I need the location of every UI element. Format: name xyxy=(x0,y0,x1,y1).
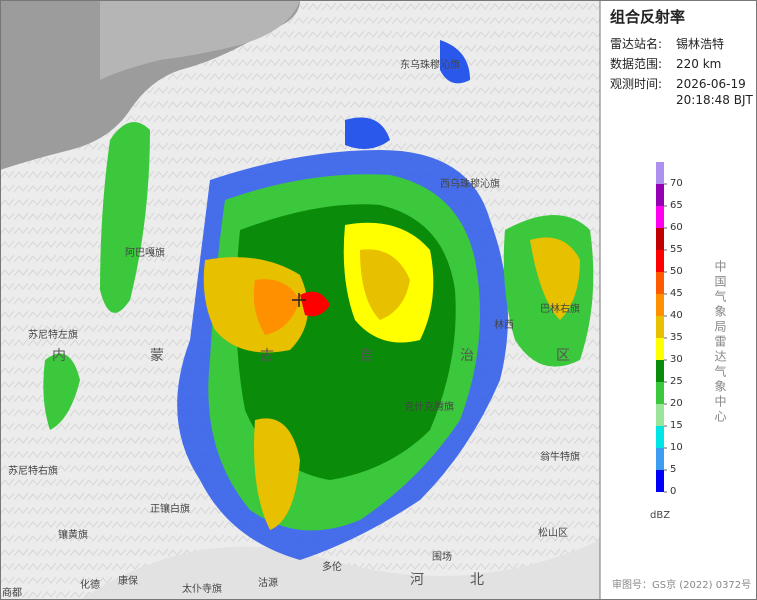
map-label: 沽源 xyxy=(258,576,278,589)
legend-swatch xyxy=(656,426,664,448)
legend-tick-label: 40 xyxy=(670,310,683,321)
map-label: 蒙 xyxy=(150,348,164,364)
hebei-area xyxy=(80,540,600,600)
legend-tick-label: 35 xyxy=(670,332,683,343)
legend-unit: dBZ xyxy=(650,510,670,521)
legend-swatch xyxy=(656,206,664,228)
map-label: 多伦 xyxy=(322,560,342,573)
map-label: 松山区 xyxy=(538,526,568,539)
map-label: 河 xyxy=(410,572,424,588)
legend-swatch xyxy=(656,338,664,360)
legend-tick-label: 50 xyxy=(670,266,683,277)
legend-swatch xyxy=(656,250,664,272)
legend-tick-label: 15 xyxy=(670,420,683,431)
field-value: 锡林浩特 xyxy=(676,36,724,51)
approval: 审图号：GS京 (2022) 0372号 xyxy=(612,578,751,591)
legend-tick-label: 20 xyxy=(670,398,683,409)
info-panel xyxy=(600,0,757,600)
map-label: 东乌珠穆沁旗 xyxy=(400,58,460,71)
legend-tick-label: 60 xyxy=(670,222,683,233)
map-label: 北 xyxy=(470,572,484,588)
legend-tick-label: 0 xyxy=(670,486,676,497)
map-label: 太仆寺旗 xyxy=(182,582,222,595)
legend-tick-label: 5 xyxy=(670,464,676,475)
map-label: 苏尼特左旗 xyxy=(28,328,78,341)
legend-swatch xyxy=(656,272,664,294)
legend-swatch xyxy=(656,228,664,250)
field-label: 雷达站名: xyxy=(610,36,662,51)
map-label: 翁牛特旗 xyxy=(540,450,580,463)
field-value: 2026-06-19 xyxy=(676,77,746,91)
map-label: 林西 xyxy=(494,318,514,331)
legend-swatch xyxy=(656,294,664,316)
legend-tick-label: 10 xyxy=(670,442,683,453)
legend-tick-label: 45 xyxy=(670,288,683,299)
legend-swatch xyxy=(656,360,664,382)
map-labels: 东乌珠穆沁旗 阿巴嘎旗 苏尼特左旗 内 蒙 古 自 治 区 西乌珠穆沁旗 巴林右… xyxy=(2,58,580,599)
field-label: 数据范围: xyxy=(610,56,662,71)
credit: 中国气象局雷达气象中心 xyxy=(713,259,727,425)
map-label: 内 xyxy=(52,348,66,364)
map-label: 正镶白旗 xyxy=(150,502,190,515)
legend-tick-label: 65 xyxy=(670,200,683,211)
map-label: 康保 xyxy=(118,574,138,587)
legend-swatch xyxy=(656,184,664,206)
map-label: 阿巴嘎旗 xyxy=(125,246,165,259)
map-label: 西乌珠穆沁旗 xyxy=(440,177,500,190)
radar-echoes xyxy=(43,40,594,560)
map-label: 围场 xyxy=(432,550,452,563)
legend-swatch xyxy=(656,404,664,426)
map-label: 苏尼特右旗 xyxy=(8,464,58,477)
radar-site xyxy=(292,293,306,307)
field-value: 20:18:48 BJT xyxy=(676,93,753,107)
legend-tick-label: 55 xyxy=(670,244,683,255)
field-value: 220 km xyxy=(676,57,721,71)
legend-swatch xyxy=(656,470,664,492)
map-label: 古 xyxy=(260,348,274,364)
legend-swatch xyxy=(656,316,664,338)
map-label: 巴林右旗 xyxy=(540,302,580,315)
map-label: 治 xyxy=(460,348,474,364)
field-label: 观测时间: xyxy=(610,77,662,91)
legend-tick-label: 30 xyxy=(670,354,683,365)
panel-title: 组合反射率 xyxy=(610,8,685,26)
map-label: 克什克腾旗 xyxy=(404,400,454,413)
map-label: 自 xyxy=(360,348,374,364)
map-label: 镶黄旗 xyxy=(58,528,88,541)
legend-swatch xyxy=(656,162,664,184)
map-label: 化德 xyxy=(80,578,100,591)
legend-swatch xyxy=(656,382,664,404)
legend-tick-label: 25 xyxy=(670,376,683,387)
legend-tick-label: 70 xyxy=(670,178,683,189)
legend-swatch xyxy=(656,448,664,470)
relief-shade xyxy=(100,0,300,80)
map-label: 区 xyxy=(556,348,570,364)
map-label: 商都 xyxy=(2,586,22,599)
